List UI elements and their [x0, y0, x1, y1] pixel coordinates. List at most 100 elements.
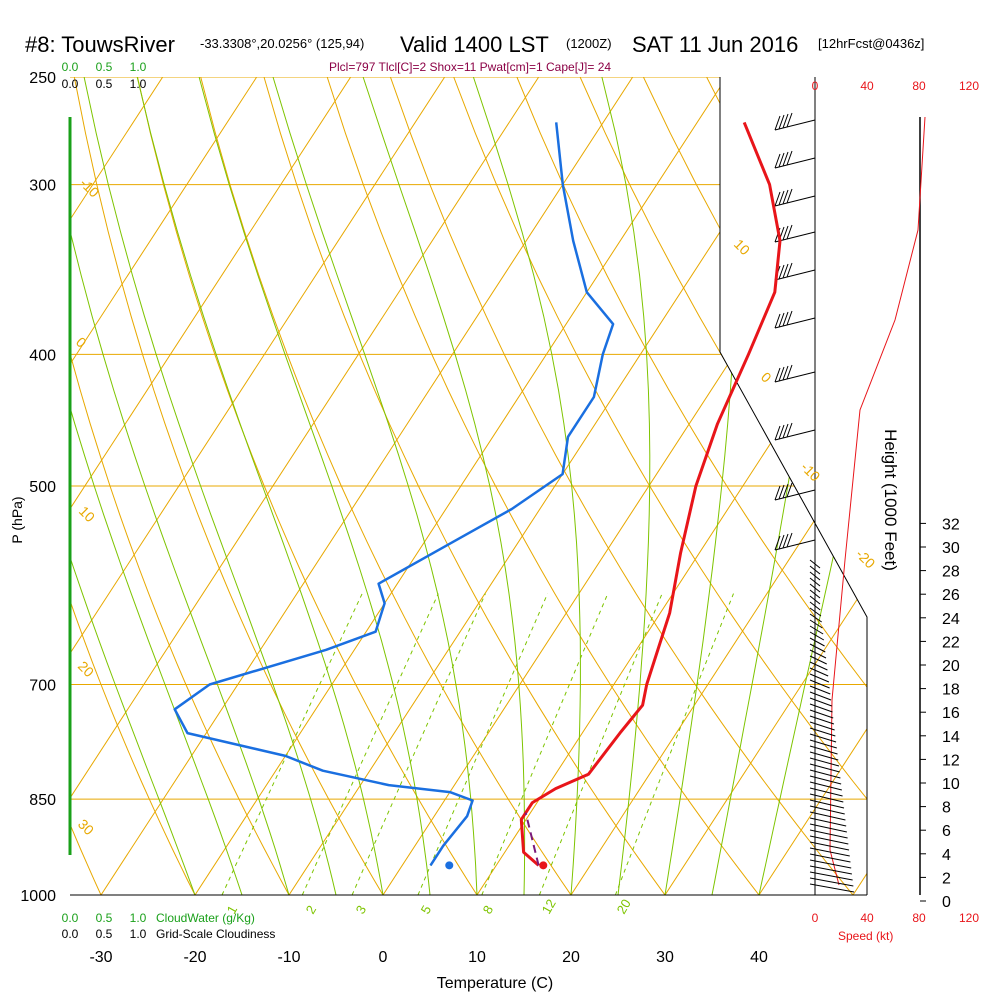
station-coords: -33.3308°,20.0256° (125,94)	[200, 36, 364, 51]
temperature-profile	[519, 121, 782, 867]
moist-adiabat	[198, 77, 431, 895]
moist-adiabat	[758, 77, 867, 895]
mixing-ratio-line	[221, 593, 363, 895]
wind-barb	[774, 231, 816, 243]
dry-adiabat	[73, 77, 384, 895]
x-tick-label: 20	[562, 949, 580, 966]
isotherm-line	[70, 77, 258, 895]
moist-adiabat	[70, 77, 243, 895]
p-tick-label: 850	[29, 792, 56, 809]
wind-barb	[774, 317, 816, 329]
isotherm-label: -10	[798, 459, 824, 485]
isotherm-label: 0	[73, 334, 90, 351]
height-tick-label: 20	[942, 658, 960, 675]
wind-speed-profile	[829, 116, 926, 886]
dry-adiabat	[453, 77, 867, 895]
utc-time: (1200Z)	[566, 36, 612, 51]
mixing-ratio-line	[351, 593, 486, 895]
wind-barb	[774, 539, 816, 551]
cloudiness-scale-top: 0.0	[62, 77, 79, 91]
speed-tick-bottom: 80	[912, 911, 926, 925]
wind-barb	[774, 195, 816, 207]
x-tick-label: 40	[750, 949, 768, 966]
wind-barb	[774, 371, 816, 383]
dry-adiabat	[137, 77, 478, 895]
speed-tick-top: 80	[912, 79, 926, 93]
x-tick-label: 0	[379, 949, 388, 966]
isotherm-label: 30	[75, 816, 97, 838]
mixing-ratio-label: 8	[480, 903, 497, 917]
cloud-scale-top: 1.0	[130, 60, 147, 74]
mixing-ratio-line	[417, 593, 549, 895]
valid-time: Valid 1400 LST	[400, 32, 549, 57]
speed-label: Speed (kt)	[838, 929, 893, 943]
height-tick-label: 12	[942, 752, 960, 769]
cloud-scale-bottom: 1.0	[130, 911, 147, 925]
mixing-ratio-line	[481, 593, 609, 895]
isotherm-line	[70, 77, 446, 895]
moist-adiabat	[472, 77, 581, 895]
height-tick-label: 0	[942, 894, 951, 911]
isotherm-label: 0	[758, 369, 775, 386]
cloud-water-label: CloudWater (g/Kg)	[156, 911, 255, 925]
p-tick-label: 300	[29, 178, 56, 195]
cloudiness-label: Grid-Scale Cloudiness	[156, 927, 275, 941]
height-tick-label: 28	[942, 564, 960, 581]
height-tick-label: 14	[942, 729, 960, 746]
mixing-ratio-line	[301, 593, 439, 895]
height-tick-label: 30	[942, 540, 960, 557]
speed-tick-bottom: 40	[860, 911, 874, 925]
parcel-profile	[524, 812, 540, 866]
dry-adiabat	[263, 77, 666, 895]
mixing-ratio-label: 5	[418, 903, 435, 917]
wind-barb	[774, 269, 816, 281]
cloud-scale-top: 0.5	[96, 60, 113, 74]
isotherm-line	[852, 77, 867, 895]
moist-adiabat	[136, 77, 384, 895]
moist-adiabat	[601, 77, 651, 895]
isotherm-line	[947, 77, 1000, 895]
isotherm-label: -20	[853, 546, 879, 572]
moist-adiabat	[83, 77, 337, 895]
moist-adiabat	[272, 77, 478, 895]
cloud-scale-top: 0.0	[62, 60, 79, 74]
x-tick-label: 10	[468, 949, 486, 966]
p-tick-label: 250	[29, 70, 56, 87]
speed-tick-bottom: 120	[959, 911, 979, 925]
mixing-ratio-label: 2	[303, 903, 320, 917]
isotherm-line	[664, 77, 867, 895]
isotherm-line	[194, 77, 728, 895]
x-tick-label: 30	[656, 949, 674, 966]
wind-barb	[774, 119, 816, 131]
mixing-ratio-label: 20	[614, 896, 634, 916]
speed-tick-top: 0	[812, 79, 819, 93]
isotherm-line	[70, 77, 540, 895]
x-tick-label: -10	[277, 949, 300, 966]
dry-adiabat	[70, 77, 196, 895]
height-tick-label: 24	[942, 611, 960, 628]
speed-tick-top: 40	[860, 79, 874, 93]
mixing-ratio-line	[538, 593, 663, 895]
height-tick-label: 16	[942, 705, 960, 722]
dry-adiabat	[0, 77, 7, 895]
cloudiness-scale-top: 1.0	[130, 77, 147, 91]
isotherm-label: 10	[731, 236, 753, 258]
forecast-info: [12hrFcst@0436z]	[818, 36, 924, 51]
mixing-ratio-label: 12	[539, 896, 559, 916]
dry-adiabat	[832, 77, 867, 895]
speed-tick-bottom: 0	[812, 911, 819, 925]
moist-adiabat	[70, 77, 196, 895]
p-tick-label: 1000	[20, 888, 56, 905]
indices-line: Plcl=797 Tlcl[C]=2 Shox=11 Pwat[cm]=1 Ca…	[329, 60, 611, 74]
height-axis-label: Height (1000 Feet)	[881, 429, 900, 571]
x-axis-label: Temperature (C)	[437, 975, 553, 992]
dewpoint-profile	[173, 122, 615, 867]
height-tick-label: 26	[942, 587, 960, 604]
height-tick-label: 4	[942, 847, 951, 864]
p-tick-label: 500	[29, 479, 56, 496]
isotherm-line	[70, 77, 352, 895]
height-tick-label: 22	[942, 634, 960, 651]
height-tick-label: 6	[942, 823, 951, 840]
x-tick-label: -20	[183, 949, 206, 966]
wind-barb	[774, 489, 816, 501]
